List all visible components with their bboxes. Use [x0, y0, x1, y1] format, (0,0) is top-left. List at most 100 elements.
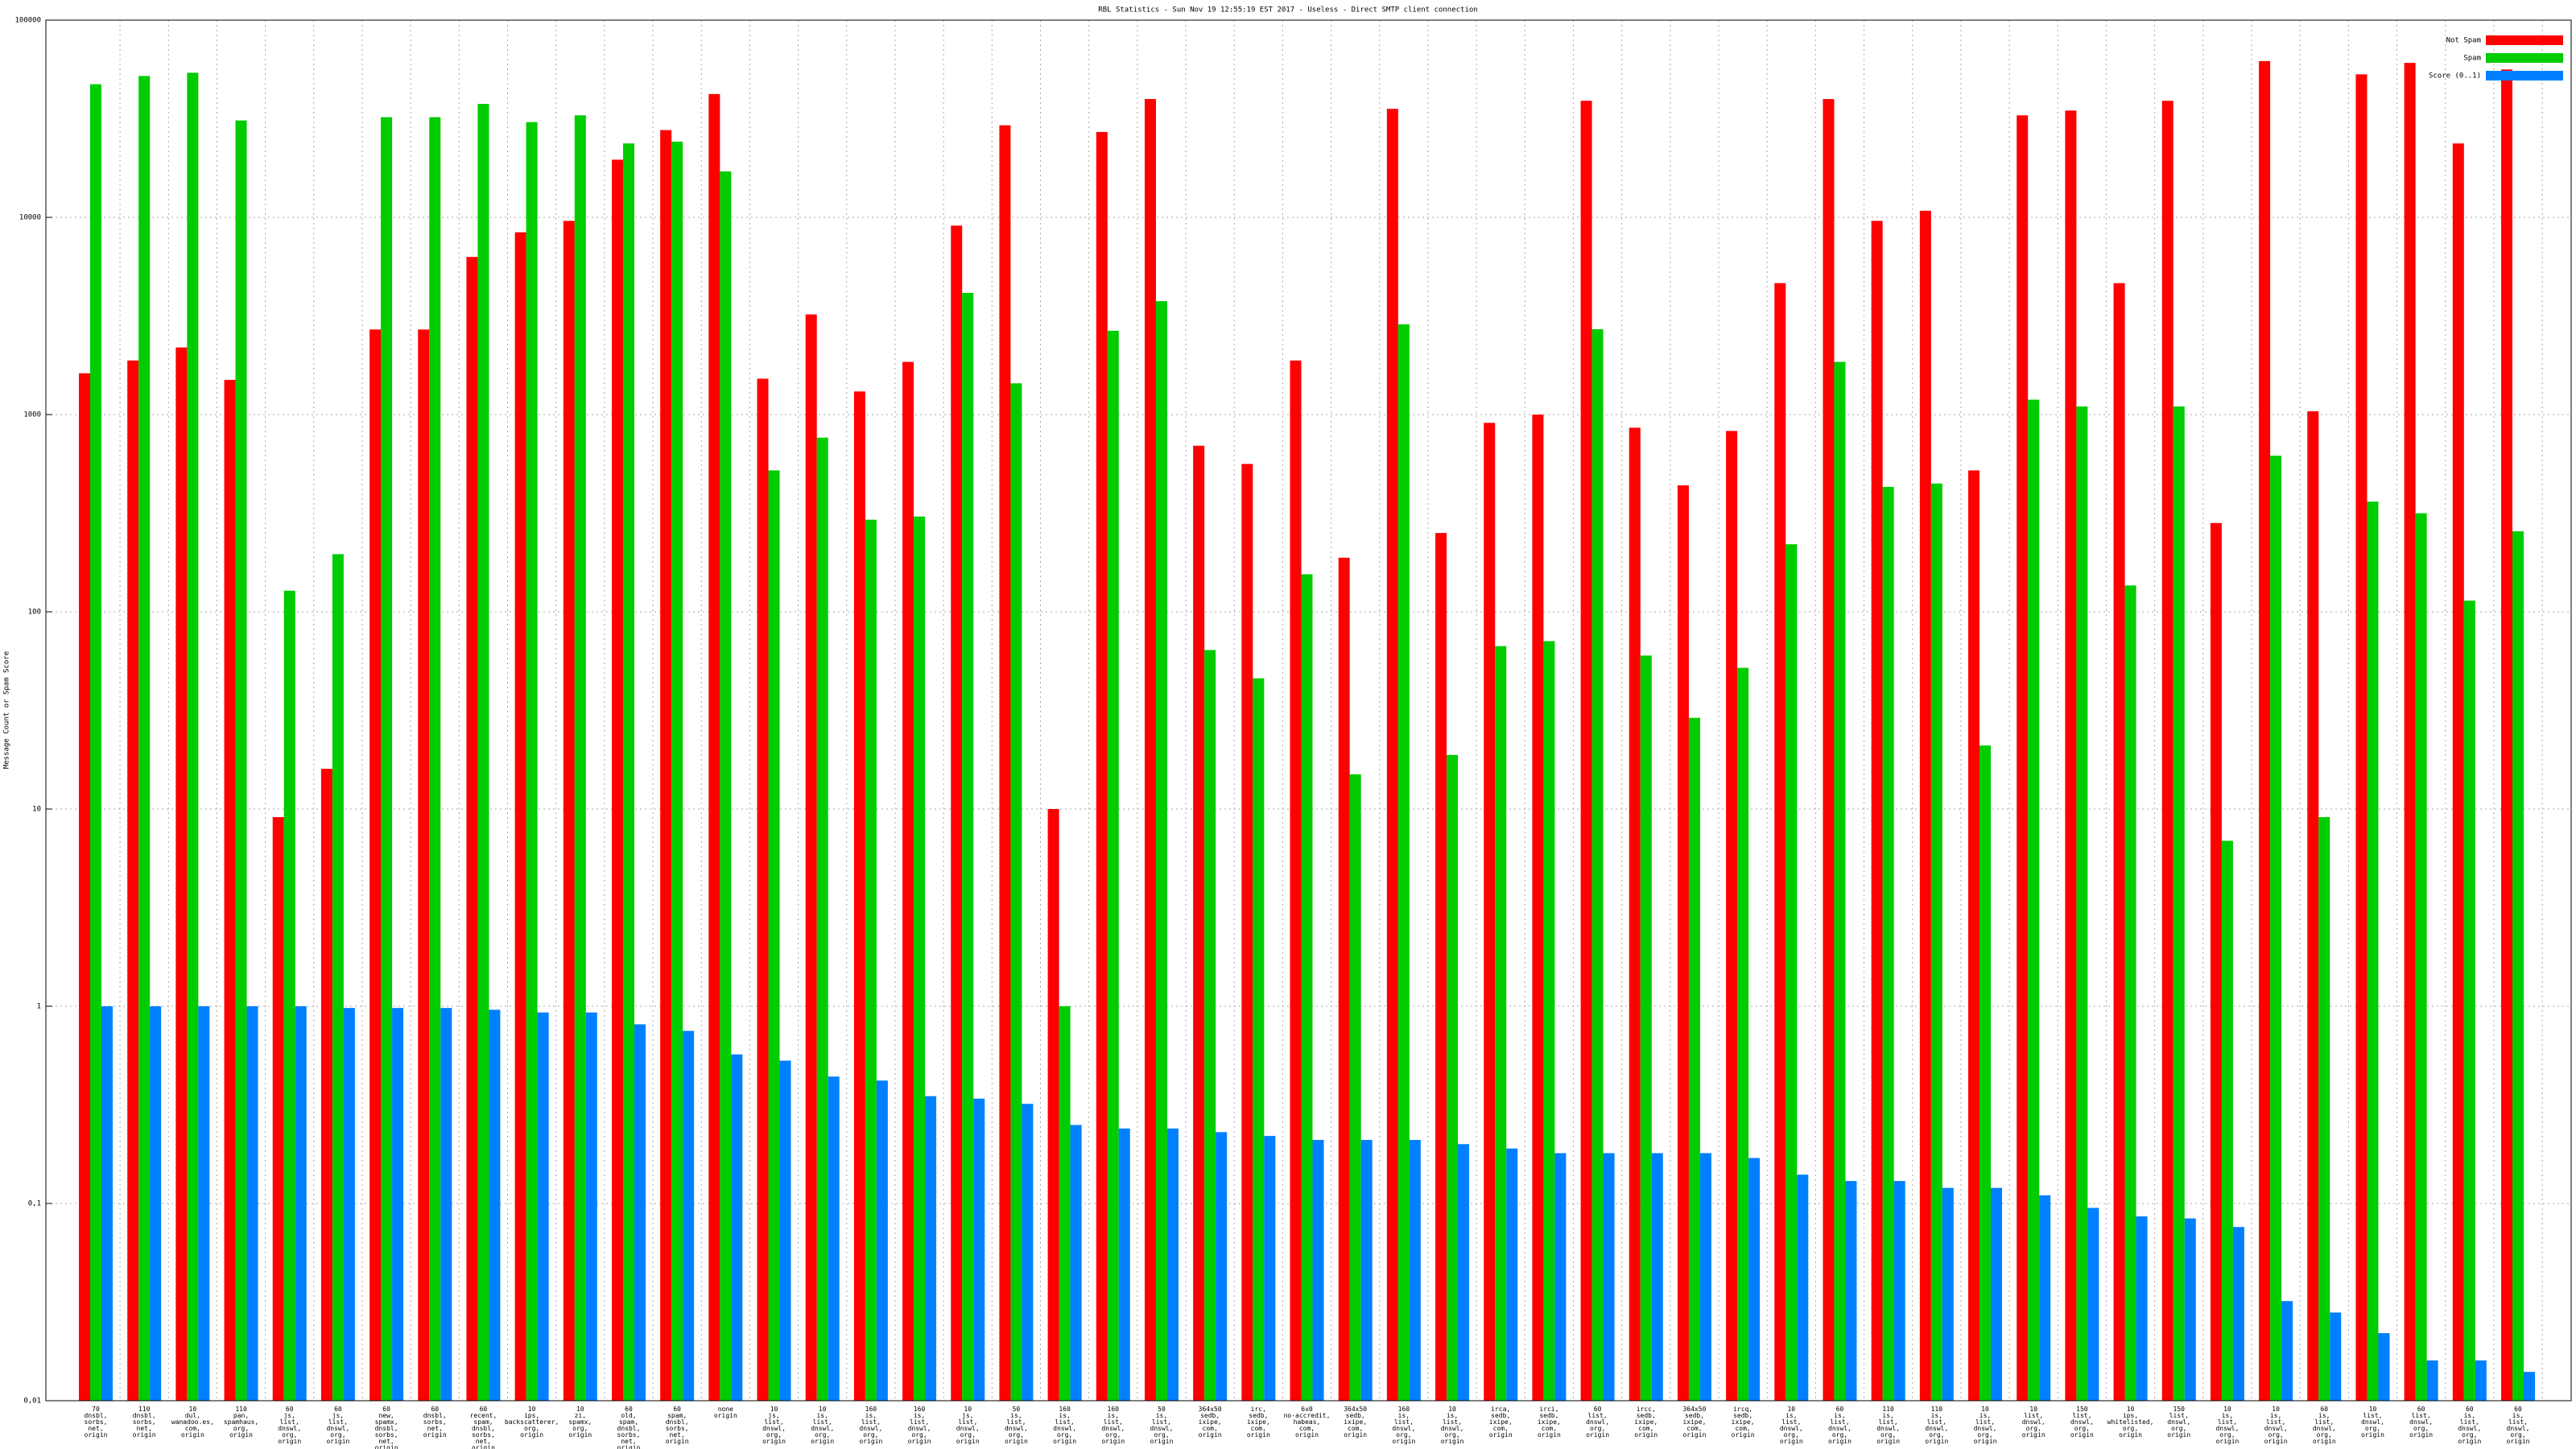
bar — [1979, 745, 1992, 1401]
bar — [2524, 1372, 2535, 1401]
x-tick-label: 60 list, dnswl, org, origin — [2409, 1406, 2433, 1439]
x-tick-label: 60 list, dnswl, org, origin — [1586, 1406, 1609, 1439]
bar — [574, 115, 586, 1402]
bar — [1447, 754, 1459, 1401]
bar — [466, 257, 478, 1401]
y-tick-label: 0,01 — [23, 1397, 41, 1406]
x-tick-label: 150 list, dnswl, org, origin — [2167, 1406, 2190, 1439]
y-tick-label: 1 — [37, 1003, 41, 1011]
bar — [2330, 1312, 2342, 1401]
bar — [768, 470, 780, 1401]
legend-label: Spam — [2463, 55, 2481, 63]
x-tick-label: 160 is, list, dnswl, org, origin — [908, 1406, 931, 1445]
bar — [660, 130, 672, 1402]
y-tick-label: 0,1 — [28, 1200, 41, 1208]
x-tick-label: 10 zi, spamx, org, origin — [568, 1406, 592, 1439]
bar — [1930, 483, 1942, 1401]
bar — [1845, 1181, 1857, 1401]
bar — [1651, 1153, 1663, 1401]
bar — [1216, 1132, 1228, 1401]
bar — [2113, 283, 2125, 1401]
bar — [101, 1006, 113, 1401]
bar — [1506, 1148, 1518, 1401]
bar — [369, 329, 382, 1401]
bar — [90, 84, 101, 1401]
bar — [1968, 470, 1980, 1401]
bar — [2065, 110, 2077, 1401]
bar — [805, 314, 817, 1401]
bar — [1047, 809, 1059, 1401]
bar — [757, 378, 769, 1401]
bar — [1774, 283, 1786, 1401]
bar — [1882, 486, 1894, 1401]
x-tick-label: 160 is, list, dnswl, org, origin — [859, 1406, 882, 1445]
y-axis-label: Message Count or Spam Score — [3, 651, 11, 769]
bar — [2028, 399, 2040, 1402]
y-tick-label: 100000 — [14, 17, 41, 25]
bar — [611, 159, 623, 1402]
bar — [1096, 131, 1108, 1402]
x-tick-label: 10 ips, whitelisted, org, origin — [2107, 1406, 2154, 1439]
bar — [1532, 415, 1544, 1401]
bar — [320, 768, 332, 1401]
x-tick-label: 10 is, list, dnswl, org, origin — [811, 1406, 834, 1445]
bar — [1301, 574, 1313, 1402]
bar — [1871, 221, 1883, 1402]
bar — [865, 519, 877, 1401]
bar — [1495, 646, 1507, 1401]
x-tick-label: 10 list, dnswl, org, origin — [2022, 1406, 2046, 1439]
bar — [2210, 522, 2222, 1401]
bar — [1360, 1140, 1373, 1401]
x-tick-label: 10 is, list, dnswl, org, origin — [1441, 1406, 1464, 1445]
bar — [2270, 456, 2282, 1401]
bar — [295, 1006, 307, 1401]
bar — [731, 1054, 743, 1401]
bar — [332, 554, 344, 1402]
plot-frame — [45, 19, 2572, 1402]
bar — [1010, 383, 1022, 1402]
bar — [999, 125, 1011, 1401]
x-tick-label: 160 is, list, dnswl, org, origin — [1053, 1406, 1076, 1445]
bar — [1386, 109, 1398, 1401]
bar — [1022, 1104, 1034, 1401]
bar — [175, 347, 188, 1401]
y-tick-label: 100 — [28, 609, 41, 617]
x-tick-label: 60 spam, dnsbl, sorbs, net, origin — [666, 1406, 689, 1445]
bar — [902, 361, 914, 1401]
bar — [1677, 485, 1689, 1401]
bar — [1919, 210, 1931, 1402]
x-tick-label: 70 dnsbl, sorbs, net, origin — [85, 1406, 108, 1439]
bar — [127, 360, 139, 1402]
bar — [477, 104, 489, 1401]
bar — [779, 1060, 791, 1401]
bar — [2161, 101, 2174, 1401]
bar — [683, 1030, 695, 1401]
x-tick-label: irci, sedb, ixipe, com, origin — [1538, 1406, 1561, 1439]
bar — [951, 225, 963, 1401]
x-tick-label: 50 is, list, dnswl, org, origin — [1150, 1406, 1174, 1445]
bar — [1726, 431, 1738, 1402]
bar — [1253, 678, 1265, 1401]
bar — [1397, 324, 1410, 1401]
bar — [489, 1009, 501, 1401]
legend-label: Score (0..1) — [2429, 72, 2481, 80]
bar — [1737, 667, 1749, 1401]
chart-title: RBL Statistics - Sun Nov 19 12:55:19 EST… — [1098, 6, 1477, 14]
legend-label: Not Spam — [2446, 37, 2481, 45]
x-tick-label: 60 is, list, dnswl, org, origin — [2507, 1406, 2530, 1445]
bar — [1193, 445, 1205, 1401]
x-tick-label: 110 is, list, dnswl, org, origin — [1876, 1406, 1900, 1445]
bar — [962, 292, 974, 1401]
bar — [2378, 1333, 2390, 1401]
bar — [622, 143, 634, 1402]
bar — [1107, 330, 1119, 1401]
bar — [1942, 1187, 1954, 1401]
bar — [563, 221, 575, 1402]
x-tick-label: 60 is, list, dnswl, org, origin — [1828, 1406, 1852, 1445]
bar — [1070, 1125, 1082, 1401]
bar — [2173, 406, 2185, 1402]
x-tick-label: 160 is, list, dnswl, org, origin — [1392, 1406, 1415, 1445]
bar — [150, 1006, 162, 1401]
bar — [1629, 427, 1641, 1401]
